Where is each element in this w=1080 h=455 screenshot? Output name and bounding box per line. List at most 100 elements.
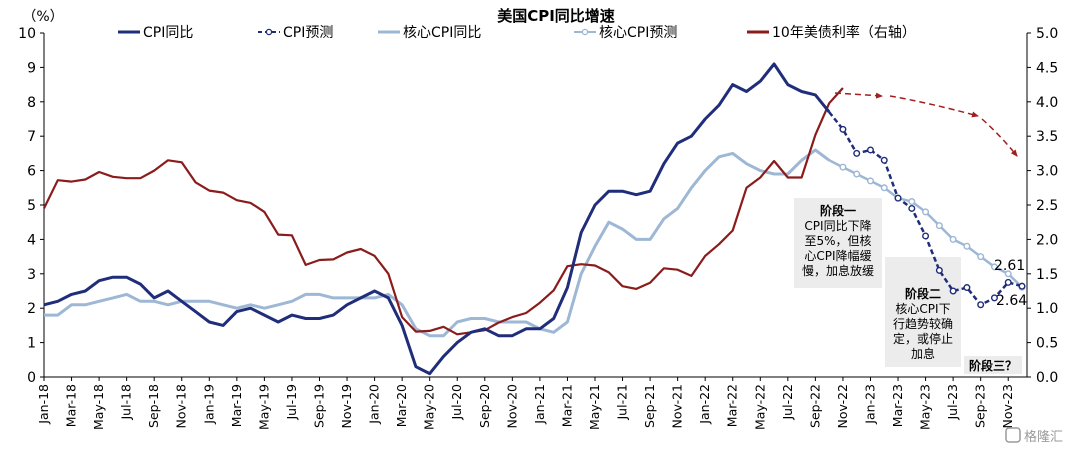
projection-arrow [889,95,979,118]
legend-label-cpi: CPI同比 [143,25,193,41]
right-tick-label: 3.0 [1036,164,1058,180]
series-point [1018,282,1026,290]
series-point [935,222,943,230]
series-0 [43,62,831,376]
phase-two-title: 阶段二 [905,286,941,301]
x-tick-label: Nov-21 [670,384,685,428]
series-point [894,194,902,202]
phase-two-background [885,257,961,367]
series-line [44,148,831,338]
phase-one-line: 慢，加息放缓 [802,263,874,278]
series-point [963,242,971,250]
right-tick-label: 0.0 [1036,370,1058,386]
legend-item-cpi-forecast: CPI预测 [258,25,333,41]
x-tick-label: May-21 [587,384,602,430]
x-tick-label: Sep-22 [807,384,822,428]
series-point [963,284,971,292]
left-tick-label: 6 [27,164,36,180]
phase-three-title: 阶段三？ [969,358,1017,373]
watermark-logo-icon [1005,427,1021,443]
x-tick-label: Mar-21 [559,384,574,427]
x-tick-label: Jan-21 [532,384,547,425]
series-point [935,266,943,274]
left-tick-label: 0 [27,370,36,386]
series-point [853,170,861,178]
phase-one-line: 心CPI降幅缓 [804,248,871,263]
x-tick-label: May-22 [752,384,767,430]
x-tick-label: Nov-18 [174,384,189,429]
left-tick-label: 8 [27,95,36,111]
x-tick-label: Mar-18 [64,384,79,427]
left-tick-label: 4 [27,232,36,248]
series-point [908,204,916,212]
right-tick-label: 3.5 [1036,129,1058,145]
phase-one-title: 阶段一 [820,203,856,218]
x-tick-label: Jul-19 [284,384,299,421]
legend-item-core-cpi-forecast: 核心CPI预测 [574,25,677,41]
legend-item-cpi: CPI同比 [118,25,193,41]
x-tick-label: Sep-20 [477,384,492,428]
phase-three-box: 阶段三？ [964,356,1022,374]
series-point [839,163,847,171]
right-tick-label: 2.5 [1036,198,1058,214]
left-tick-label: 3 [27,267,36,283]
x-tick-label: Jan-23 [862,384,877,425]
x-tick-label: Mar-19 [229,384,244,427]
series-layer [43,62,1026,376]
x-tick-label: Sep-23 [973,384,988,428]
x-tick-label: May-19 [256,384,271,430]
x-tick-label: Nov-23 [1000,384,1015,428]
x-tick-label: Sep-18 [146,384,161,428]
legend-item-core-cpi: 核心CPI同比 [378,25,481,41]
left-tick-label: 2 [27,301,36,317]
legend-item-treasury: 10年美债利率（右轴） [747,24,916,41]
legend-label-treasury: 10年美债利率（右轴） [772,24,916,41]
x-tick-label: Jul-21 [615,384,630,421]
x-tick-label: May-18 [91,384,106,430]
x-tick-label: Mar-23 [890,384,905,427]
x-tick-label: Jul-23 [945,384,960,421]
right-tick-label: 5.0 [1036,26,1058,42]
x-tick-label: Sep-21 [642,384,657,428]
series-point [922,208,930,216]
x-tick-label: Nov-22 [835,384,850,428]
right-tick-label: 2.0 [1036,232,1058,248]
series-point [990,263,998,271]
series-point [977,301,985,309]
x-tick-label: Jul-18 [119,384,134,421]
x-axis-ticks: Jan-18 Mar-18 May-18 Jul-18 Sep-18 Nov-18 Jan-… [36,377,1015,430]
x-tick-label: Jan-20 [367,384,382,425]
left-axis-unit: （%） [22,9,63,25]
series-point [1004,278,1012,286]
x-tick-label: May-20 [422,384,437,430]
phase-two-line: 加息 [911,346,935,361]
legend-label-core-cpi: 核心CPI同比 [403,25,481,41]
series-point [949,287,957,295]
x-tick-label: Mar-22 [725,384,740,427]
x-tick-label: Jan-22 [697,384,712,425]
x-tick-label: Sep-19 [311,384,326,428]
series-point [1004,270,1012,278]
series-line [43,62,831,376]
right-tick-label: 1.0 [1036,301,1058,317]
x-tick-label: Jan-19 [201,384,216,425]
series-point [866,177,874,185]
series-point [880,156,888,164]
phase-one-background [794,198,882,288]
series-2 [44,148,831,338]
series-point [866,146,874,154]
left-tick-label: 10 [18,26,36,42]
left-tick-label: 5 [27,198,36,214]
left-axis-ticks: 0 1 2 3 4 5 6 7 8 9 10 [18,26,44,386]
legend-marker-cpi-forecast [265,28,273,36]
x-tick-label: Jan-18 [36,384,51,425]
x-tick-label: Nov-19 [339,384,354,429]
legend-label-cpi-forecast: CPI预测 [283,25,333,41]
phase-one-line: 至5%，但核 [804,234,871,248]
series-5 [834,92,1018,157]
cpi-end-label: 2.64 [996,293,1027,309]
core-cpi-end-label: 2.61 [994,258,1025,274]
x-tick-label: Jul-22 [780,384,795,421]
x-tick-label: Jul-20 [449,384,464,421]
x-tick-label: Nov-20 [504,384,519,429]
